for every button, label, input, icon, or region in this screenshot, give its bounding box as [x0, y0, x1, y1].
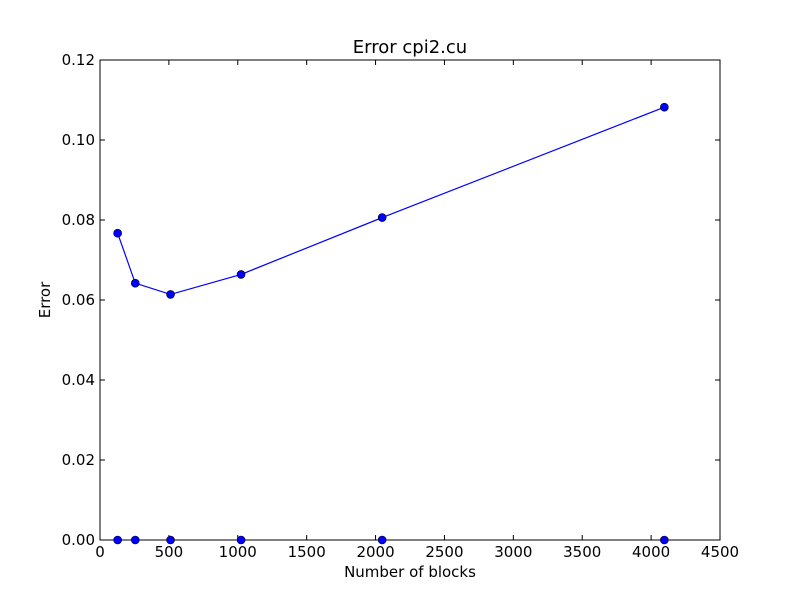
- x-tick-label: 3000: [494, 543, 532, 561]
- x-tick-label: 1000: [219, 543, 257, 561]
- x-tick-label: 4000: [632, 543, 670, 561]
- series-0-point: [113, 228, 122, 238]
- series-0-point: [377, 213, 387, 222]
- series-0-point: [130, 278, 140, 288]
- series-1-point: [166, 535, 175, 545]
- series-1-point: [660, 535, 669, 545]
- series-0-line: [117, 106, 665, 296]
- series-1-point: [113, 535, 122, 545]
- series-1-point: [130, 535, 140, 545]
- plot-area: 0 500 1000 1500 2000 2500 3000 3500 4000 4500 0.00…: [62, 51, 740, 561]
- x-tick-label: 1500: [288, 543, 326, 561]
- chart-title: Error cpi2.cu: [353, 37, 467, 58]
- y-tick-label: 0.02: [62, 451, 95, 469]
- series-0-point: [660, 102, 669, 112]
- y-axis-label: Error: [36, 281, 54, 318]
- y-tick-label: 0.04: [62, 371, 95, 389]
- y-tick-label: 0.10: [62, 131, 95, 149]
- y-tick-label: 0.00: [62, 531, 95, 549]
- y-tick-label: 0.12: [62, 51, 95, 69]
- series-0-point: [166, 290, 175, 299]
- x-tick-label: 500: [155, 543, 184, 561]
- x-tick-label: 0: [95, 543, 105, 561]
- x-tick-label: 4500: [701, 543, 739, 561]
- x-axis-label: Number of blocks: [344, 563, 476, 581]
- x-tick-label: 2500: [425, 543, 463, 561]
- x-tick-label: 2000: [356, 543, 394, 561]
- series-1-point: [236, 535, 246, 545]
- y-tick-label: 0.06: [62, 291, 95, 309]
- y-tick-label: 0.08: [62, 211, 95, 229]
- series-0-point: [236, 270, 246, 279]
- series-1-point: [377, 535, 387, 545]
- x-tick-label: 3500: [563, 543, 601, 561]
